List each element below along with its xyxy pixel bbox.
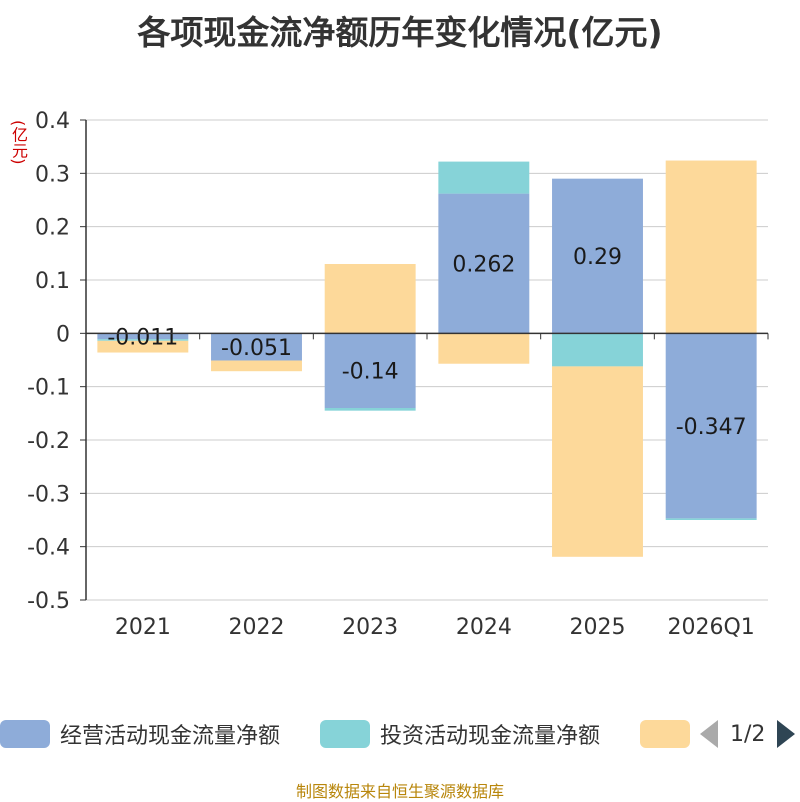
bar-financing: [211, 360, 302, 372]
y-tick-label: 0.2: [35, 216, 70, 241]
y-tick-label: -0.3: [27, 482, 70, 507]
legend-item-financing[interactable]: [640, 714, 700, 754]
chart-title: 各项现金流净额历年变化情况(亿元): [137, 13, 663, 52]
legend: 经营活动现金流量净额 投资活动现金流量净额: [0, 714, 800, 758]
data-label: -0.051: [221, 336, 292, 361]
y-tick-label: 0: [56, 322, 70, 347]
bar-financing: [97, 340, 189, 353]
legend-item-investing[interactable]: 投资活动现金流量净额: [320, 714, 600, 754]
y-tick-label: -0.2: [27, 429, 70, 454]
bar-operating: [324, 333, 416, 408]
bar-investing: [665, 518, 757, 520]
bar-operating: [97, 333, 189, 340]
bar-financing: [552, 366, 643, 557]
legend-label-operating: 经营活动现金流量净额: [60, 724, 281, 749]
pager-next-icon[interactable]: [777, 720, 796, 748]
y-tick-label: 0.1: [35, 269, 70, 294]
bar-investing: [97, 339, 189, 341]
bar-operating: [552, 178, 643, 334]
bar-investing: [552, 333, 643, 367]
pager-text: 1/2: [730, 721, 766, 747]
legend-item-operating[interactable]: 经营活动现金流量净额: [0, 714, 280, 754]
bar-financing: [324, 264, 416, 334]
bar-operating: [665, 333, 757, 519]
y-tick-label: -0.1: [27, 376, 70, 401]
pager-prev-icon[interactable]: [700, 720, 718, 748]
x-tick-label: 2022: [229, 615, 285, 640]
x-tick-label: 2024: [456, 615, 512, 640]
legend-swatch-investing: [320, 720, 370, 748]
bar-operating: [211, 333, 302, 361]
y-tick-label: -0.4: [27, 536, 70, 561]
legend-swatch-financing: [640, 720, 690, 748]
x-tick-label: 2025: [570, 615, 626, 640]
data-label: -0.011: [107, 325, 178, 350]
bar-investing: [324, 408, 416, 411]
bar-investing: [438, 161, 530, 194]
legend-pager: 1/2: [700, 716, 796, 752]
y-tick-label: 0.3: [35, 162, 70, 187]
bar-financing: [438, 333, 530, 364]
legend-label-investing: 投资活动现金流量净额: [380, 724, 601, 749]
chart-canvas: 0.4 0.3 0.2 0.1 0 -0.1 -0.2 -0.3 -0.4 -0.5 -0.011 -…: [27, 109, 769, 640]
source-note: 制图数据来自恒生聚源数据库: [295, 782, 504, 801]
y-tick-label: 0.4: [35, 109, 70, 134]
x-tick-label: 2021: [115, 615, 171, 640]
data-label: -0.14: [342, 360, 399, 385]
data-label: 0.29: [573, 245, 622, 270]
x-tick-label: 2026Q1: [668, 615, 755, 640]
data-label: -0.347: [676, 415, 747, 440]
legend-swatch-operating: [0, 720, 50, 748]
data-label: 0.262: [452, 252, 515, 277]
bar-financing: [665, 160, 757, 334]
y-axis-unit: (亿元): [9, 120, 28, 165]
bar-operating: [438, 193, 530, 334]
y-tick-label: -0.5: [27, 589, 70, 614]
x-tick-label: 2023: [342, 615, 398, 640]
